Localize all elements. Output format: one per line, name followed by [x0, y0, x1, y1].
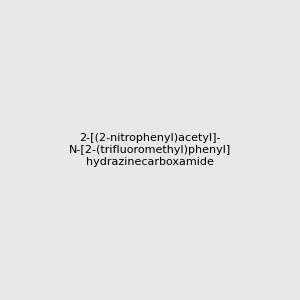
Text: 2-[(2-nitrophenyl)acetyl]-
N-[2-(trifluoromethyl)phenyl]
hydrazinecarboxamide: 2-[(2-nitrophenyl)acetyl]- N-[2-(trifluo… [69, 134, 231, 166]
